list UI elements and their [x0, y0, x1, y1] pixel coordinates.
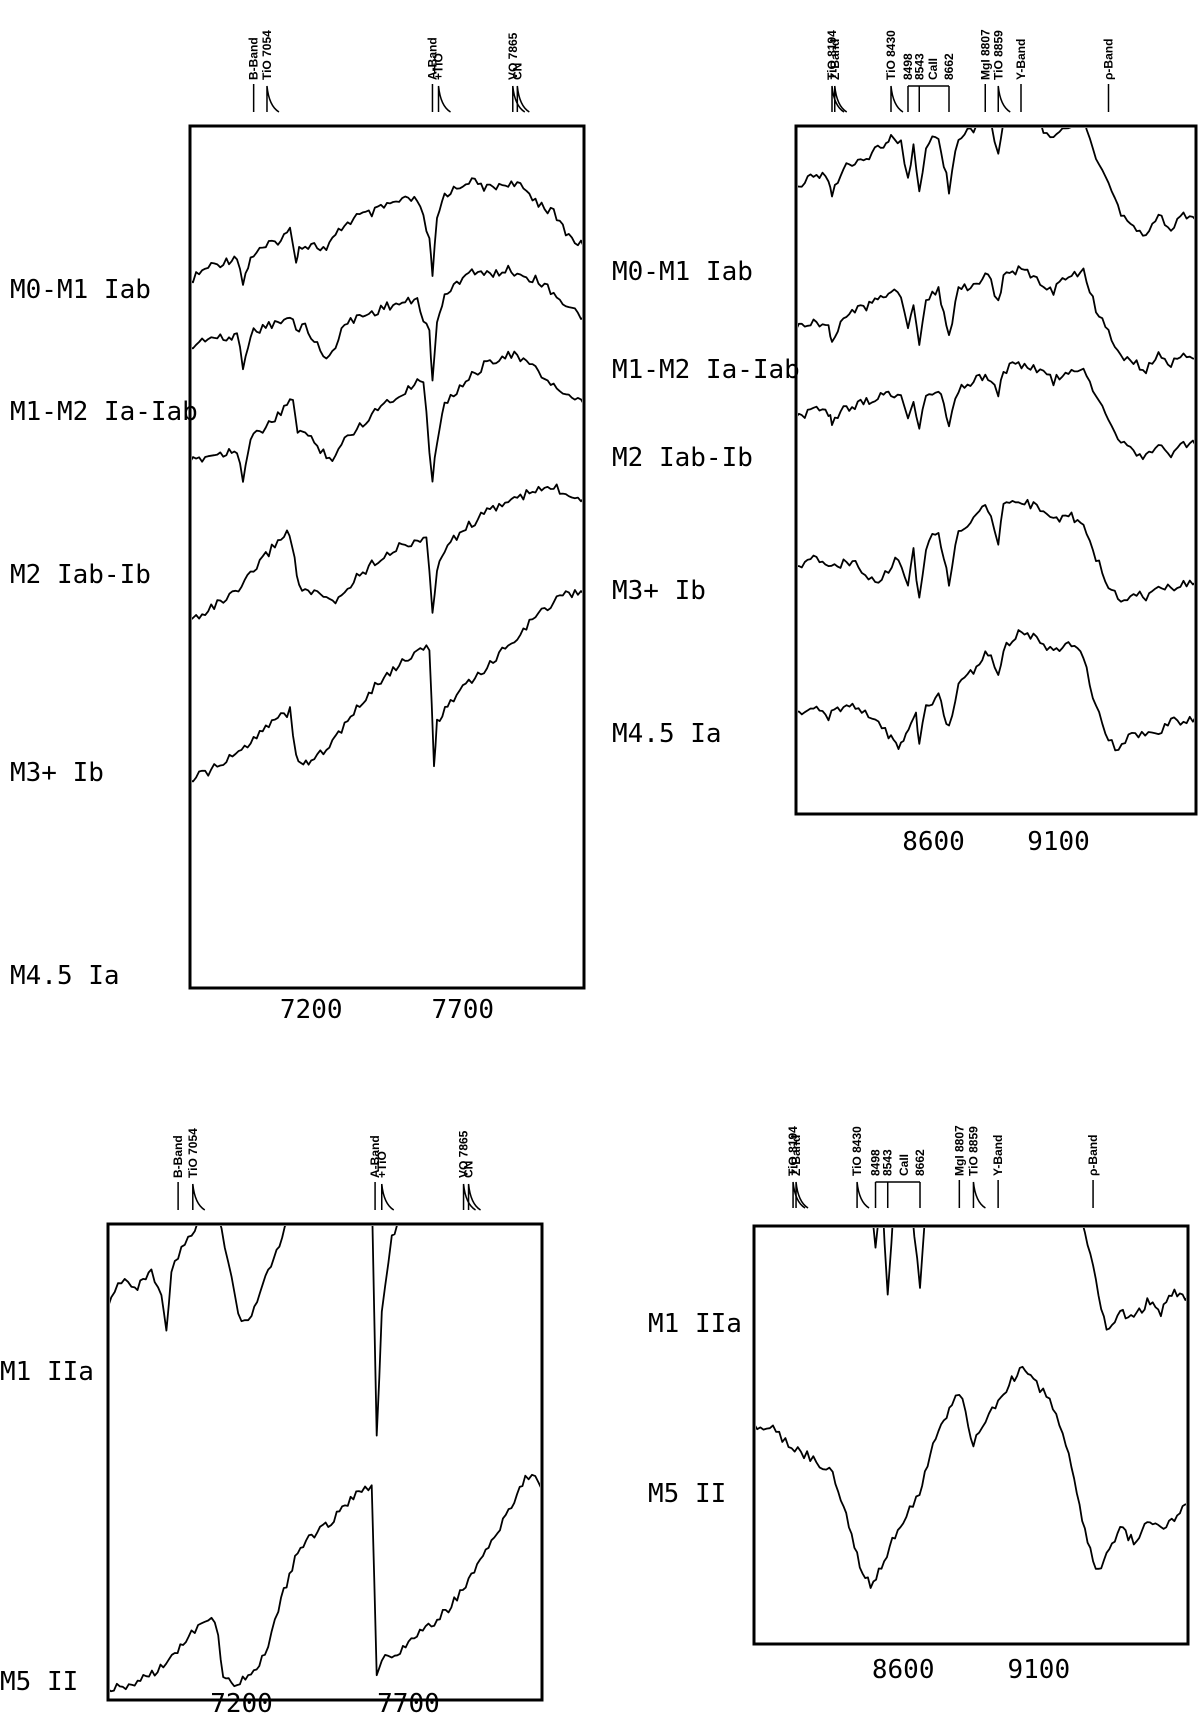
feature-marker [192, 1183, 206, 1211]
caii-label: CaII [897, 1154, 911, 1176]
x-tick-label: 7700 [431, 995, 494, 1025]
feature-label: MgI 8807 [978, 29, 992, 80]
feature-label: TiO 8859 [991, 30, 1005, 80]
feature-label: +TiO [375, 1151, 389, 1178]
feature-marker [467, 1183, 481, 1211]
plot-frame [106, 1222, 544, 1702]
feature-marker [512, 85, 526, 113]
feature-label: A-Band [368, 1135, 382, 1178]
feature-marker [997, 85, 1011, 113]
feature-label: TiO 8859 [966, 1126, 980, 1176]
spectrum-label: M4.5 Ia [612, 719, 722, 749]
plot-frame [188, 124, 586, 990]
spectrum-m3-ib [798, 498, 1194, 603]
spectrum-label: M1 IIa [648, 1309, 742, 1339]
feature-marker [462, 1183, 476, 1211]
spectrum-label: M4.5 Ia [10, 961, 120, 991]
feature-marker [381, 1183, 395, 1211]
caii-label: CaII [926, 58, 940, 80]
feature-label: Z-Band [789, 1135, 803, 1176]
x-tick-label: 9100 [1008, 1655, 1071, 1685]
panel-bl: M1 IIa M5 II 7200 7700 B-Band TiO 7054 A-Band+… [0, 1128, 544, 1719]
spectrum-m5-ii [110, 1473, 540, 1693]
x-tick-label: 7200 [210, 1689, 273, 1719]
spectrum-label: M5 II [0, 1667, 78, 1697]
feature-label: B-Band [247, 37, 261, 80]
feature-label: 8543 [881, 1149, 895, 1176]
spectrum-m1-iia [110, 1226, 398, 1437]
feature-label: Y-Band [1014, 39, 1028, 80]
feature-label: ρ-Band [1102, 39, 1116, 80]
feature-marker [516, 85, 530, 113]
feature-marker [890, 85, 904, 113]
spectrum-m3-ib [192, 483, 582, 620]
feature-label: VO 7865 [457, 1130, 471, 1178]
spectrum-m0-m1-iab [192, 177, 582, 286]
spectrum-label: M1-M2 Ia-Iab [612, 355, 800, 385]
plot-frame [752, 1224, 1190, 1646]
feature-label: CN [510, 63, 524, 80]
feature-label: 8543 [912, 53, 926, 80]
spectrum-m1-m2-ia-iab [798, 265, 1194, 375]
feature-label: TiO 8194 [825, 30, 839, 80]
feature-label: Z-Band [828, 39, 842, 80]
spectrum-m1-iia [872, 1228, 1186, 1331]
spectrum-label: M2 Iab-Ib [10, 560, 151, 590]
feature-marker [795, 1181, 809, 1209]
feature-label: TiO 8430 [884, 30, 898, 80]
x-tick-label: 7200 [280, 995, 343, 1025]
feature-marker [437, 85, 451, 113]
spectrum-label: M5 II [648, 1479, 726, 1509]
spectrum-m0-m1-iab [798, 128, 1194, 237]
spectrum-m2-iab-ib [192, 350, 582, 483]
spectrum-m1-m2-ia-iab [192, 264, 582, 382]
feature-label: TiO 7054 [260, 30, 274, 80]
feature-label: TiO 8194 [786, 1126, 800, 1176]
spectrum-label: M1 IIa [0, 1357, 94, 1387]
feature-marker [266, 85, 280, 113]
spectrum-label: M0-M1 Iab [10, 275, 151, 305]
spectrum-label: M1-M2 Ia-Iab [10, 397, 198, 427]
feature-label: B-Band [171, 1135, 185, 1178]
spectrum-label: M2 Iab-Ib [612, 443, 753, 473]
feature-label: MgI 8807 [952, 1125, 966, 1176]
panel-tl: M0-M1 Iab M1-M2 Ia-Iab M2 Iab-Ib M3+ Ib M4.5… [10, 30, 586, 1025]
spectrum-label: M3+ Ib [10, 758, 104, 788]
feature-label: Y-Band [991, 1135, 1005, 1176]
feature-marker [856, 1181, 870, 1209]
feature-label: TiO 7054 [186, 1128, 200, 1178]
plot-frame [794, 124, 1198, 816]
feature-label: CN [462, 1161, 476, 1178]
feature-marker [834, 85, 848, 113]
x-tick-label: 7700 [377, 1689, 440, 1719]
spectrum-label: M3+ Ib [612, 576, 706, 606]
feature-label: ρ-Band [1086, 1135, 1100, 1176]
feature-label: 8498 [901, 53, 915, 80]
feature-label: TiO 8430 [850, 1126, 864, 1176]
x-tick-label: 8600 [872, 1655, 935, 1685]
feature-label: 8662 [913, 1149, 927, 1176]
feature-label: A-Band [425, 37, 439, 80]
spectrum-m4-5-ia [192, 589, 582, 783]
spectrum-label: M0-M1 Iab [612, 257, 753, 287]
panel-tr: M0-M1 Iab M1-M2 Ia-Iab M2 Iab-Ib M3+ Ib M4.5… [612, 29, 1198, 857]
feature-label: +TiO [432, 53, 446, 80]
feature-label: VO 7865 [506, 32, 520, 80]
feature-label: 8662 [942, 53, 956, 80]
spectrum-m4-5-ia [798, 629, 1194, 752]
x-tick-label: 9100 [1027, 827, 1090, 857]
spectrum-m5-ii [756, 1365, 1186, 1589]
spectrum-m2-iab-ib [798, 361, 1194, 461]
x-tick-label: 8600 [902, 827, 965, 857]
feature-marker [972, 1181, 986, 1209]
feature-label: 8498 [869, 1149, 883, 1176]
